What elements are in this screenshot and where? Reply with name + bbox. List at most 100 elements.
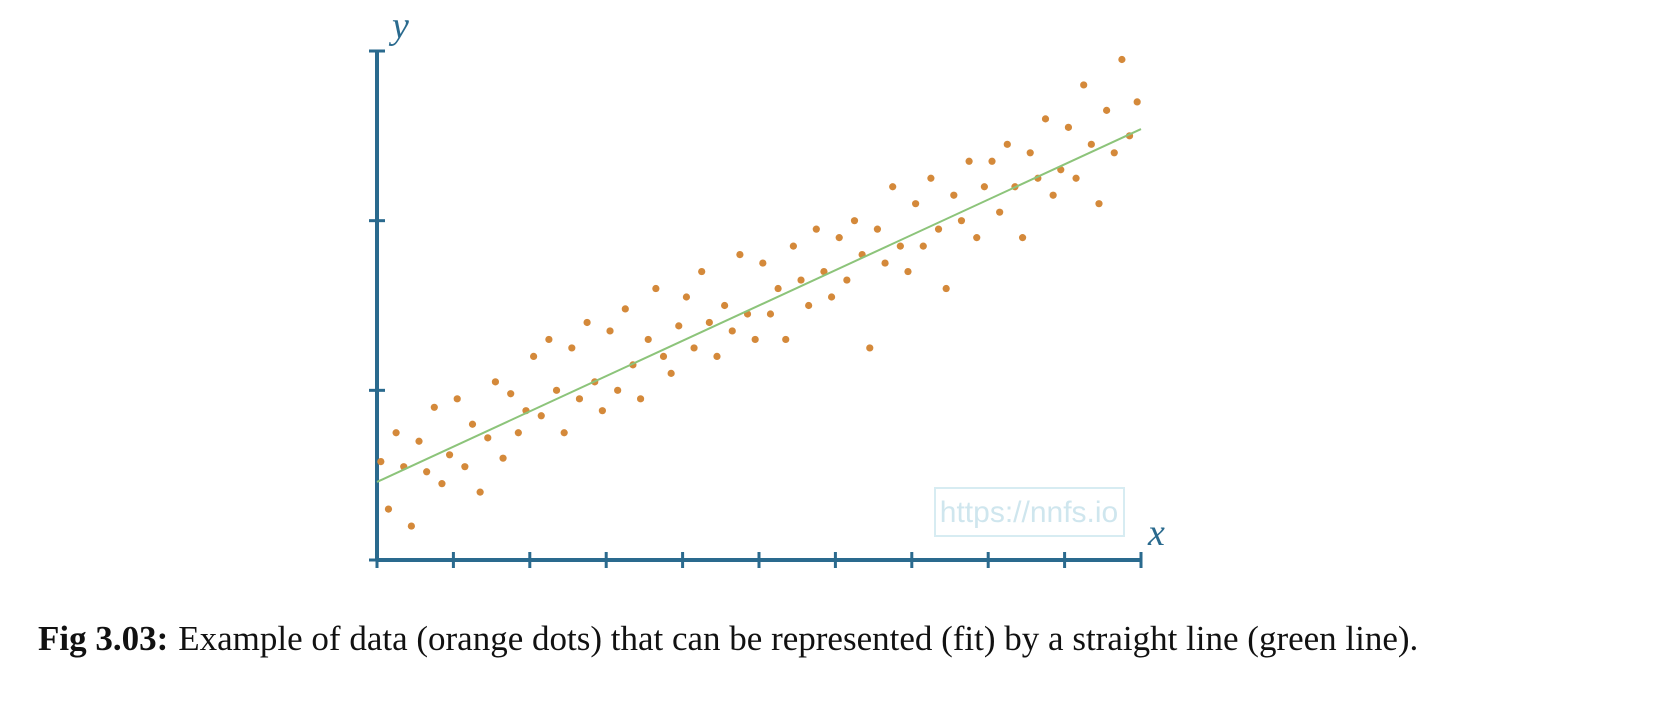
caption: Fig 3.03: Example of data (orange dots) t… bbox=[38, 619, 1418, 658]
data-point bbox=[728, 327, 736, 335]
data-point bbox=[721, 301, 729, 310]
data-point bbox=[652, 284, 660, 293]
data-point bbox=[484, 434, 492, 442]
data-point bbox=[896, 242, 904, 250]
data-point bbox=[1103, 106, 1111, 114]
data-point bbox=[805, 301, 813, 310]
data-point bbox=[965, 157, 973, 165]
data-point bbox=[912, 200, 920, 208]
data-point bbox=[1118, 55, 1126, 64]
data-point bbox=[598, 407, 606, 415]
data-point bbox=[682, 293, 691, 301]
data-point bbox=[713, 352, 721, 360]
data-point bbox=[690, 344, 698, 352]
data-point bbox=[927, 174, 935, 182]
data-point bbox=[667, 369, 675, 377]
data-point bbox=[606, 327, 614, 335]
data-point bbox=[774, 284, 782, 293]
data-point bbox=[407, 522, 415, 530]
data-point bbox=[423, 468, 431, 476]
data-point bbox=[560, 429, 568, 437]
data-point bbox=[850, 217, 859, 225]
data-point bbox=[866, 344, 874, 352]
data-point bbox=[759, 259, 767, 267]
data-point bbox=[919, 242, 927, 250]
data-point bbox=[545, 335, 553, 344]
data-point bbox=[552, 386, 561, 394]
data-point bbox=[377, 457, 385, 466]
data-point bbox=[1049, 191, 1057, 199]
data-point bbox=[942, 284, 950, 293]
data-point bbox=[996, 208, 1004, 216]
data-point bbox=[530, 352, 538, 360]
data-point bbox=[1064, 123, 1073, 131]
data-point bbox=[950, 191, 958, 199]
caption-label: Fig 3.03: bbox=[38, 619, 168, 658]
data-point bbox=[537, 412, 545, 420]
data-point bbox=[1026, 149, 1034, 157]
data-point bbox=[392, 429, 400, 437]
data-point bbox=[1018, 234, 1027, 242]
data-point bbox=[789, 242, 797, 250]
data-point bbox=[621, 305, 629, 313]
data-point bbox=[698, 267, 706, 276]
data-point bbox=[675, 322, 683, 330]
data-point bbox=[766, 310, 775, 318]
data-point bbox=[782, 335, 790, 344]
data-point bbox=[514, 429, 522, 437]
data-point bbox=[1133, 98, 1141, 106]
data-point bbox=[705, 318, 713, 327]
data-point bbox=[659, 352, 668, 360]
data-point bbox=[873, 225, 882, 233]
data-point bbox=[980, 183, 988, 191]
data-point bbox=[476, 488, 484, 496]
caption-text: Example of data (orange dots) that can b… bbox=[178, 619, 1418, 658]
data-point bbox=[973, 234, 981, 242]
data-point bbox=[499, 454, 507, 462]
fit-line bbox=[376, 128, 1142, 483]
data-point bbox=[820, 267, 828, 276]
data-point bbox=[934, 225, 943, 233]
data-point bbox=[568, 344, 576, 352]
data-point bbox=[384, 505, 393, 513]
data-point bbox=[461, 463, 469, 471]
data-point bbox=[438, 480, 446, 488]
data-point bbox=[468, 420, 477, 428]
data-point bbox=[957, 217, 966, 225]
data-point bbox=[904, 267, 912, 276]
data-point bbox=[881, 259, 889, 267]
data-point bbox=[614, 386, 622, 394]
data-point bbox=[644, 335, 652, 344]
data-point bbox=[1041, 115, 1050, 123]
data-point bbox=[835, 234, 843, 242]
watermark: https://nnfs.io bbox=[940, 496, 1118, 529]
data-point bbox=[736, 251, 744, 259]
data-point bbox=[1080, 81, 1088, 89]
data-point bbox=[583, 318, 591, 327]
data-point bbox=[430, 403, 438, 411]
data-point bbox=[453, 395, 461, 403]
data-point bbox=[1003, 140, 1011, 148]
data-point bbox=[575, 395, 584, 403]
data-point bbox=[827, 293, 836, 301]
data-point bbox=[812, 225, 820, 233]
data-point bbox=[1095, 200, 1103, 208]
watermark-box bbox=[934, 487, 1125, 537]
data-point bbox=[1072, 174, 1080, 182]
data-point bbox=[988, 157, 996, 165]
y-axis-label: y bbox=[388, 5, 409, 47]
data-point bbox=[889, 183, 897, 191]
data-point bbox=[1087, 140, 1095, 148]
x-axis-label: x bbox=[1147, 512, 1165, 554]
data-point bbox=[1110, 149, 1118, 157]
data-point bbox=[415, 437, 423, 445]
data-point bbox=[636, 395, 645, 403]
data-point bbox=[507, 390, 515, 398]
data-point bbox=[445, 451, 454, 459]
data-point bbox=[843, 276, 851, 284]
data-point bbox=[491, 378, 500, 386]
data-point bbox=[751, 335, 759, 344]
data-point bbox=[797, 276, 805, 284]
